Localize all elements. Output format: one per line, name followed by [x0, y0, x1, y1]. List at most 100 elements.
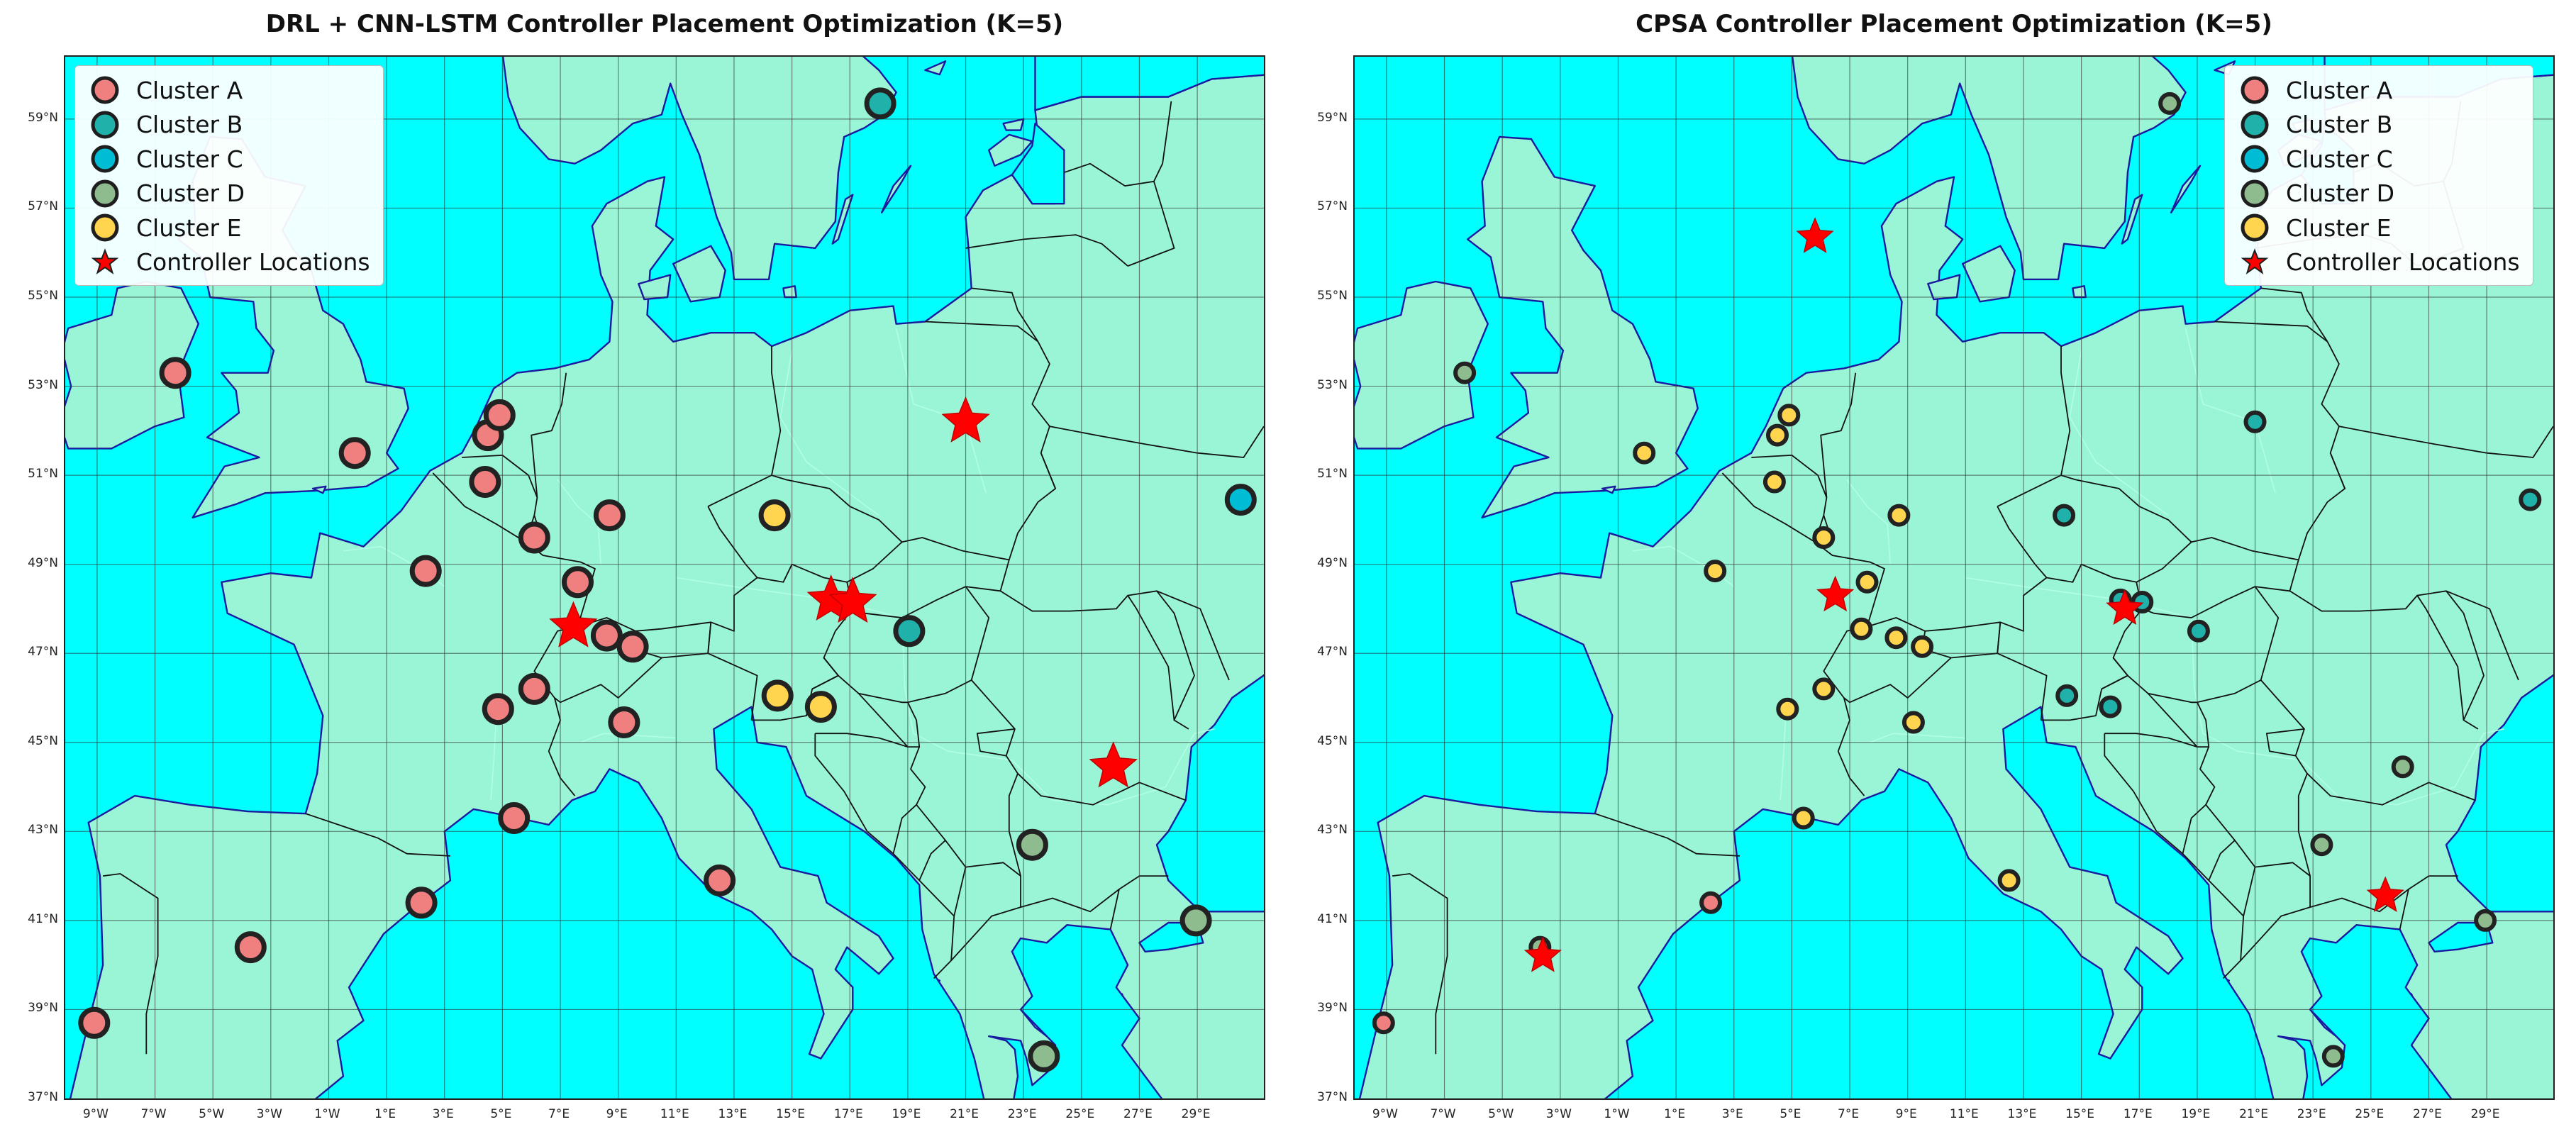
lat-tick-label: 43°N: [1317, 823, 1348, 838]
controller-star[interactable]: [941, 396, 990, 443]
lon-tick-label: 9°W: [1372, 1107, 1398, 1121]
cluster-e-node[interactable]: [804, 691, 837, 723]
country-border: [2101, 674, 2128, 690]
cluster-e-node[interactable]: [1776, 697, 1799, 721]
cluster-a-node[interactable]: [409, 555, 442, 587]
country-border: [1127, 101, 1175, 267]
lon-tick-label: 9°E: [606, 1107, 628, 1121]
cluster-a-node[interactable]: [338, 437, 371, 470]
country-border: [2329, 452, 2345, 489]
country-border: [2208, 879, 2245, 979]
map-canvas[interactable]: [64, 55, 1265, 1100]
cluster-a-node[interactable]: [469, 466, 501, 498]
cluster-b-node[interactable]: [864, 87, 896, 120]
cluster-a-node[interactable]: [498, 802, 531, 834]
cluster-a-node[interactable]: [518, 521, 550, 554]
controller-star[interactable]: [1796, 217, 1834, 253]
cluster-b-node[interactable]: [2053, 504, 2076, 527]
cluster-b-node[interactable]: [2099, 695, 2122, 718]
cluster-e-node[interactable]: [758, 499, 791, 532]
circle-marker-icon: [2235, 212, 2275, 243]
cluster-a-node[interactable]: [1699, 891, 1723, 914]
cluster-e-node[interactable]: [1766, 423, 1789, 447]
cluster-a-node[interactable]: [483, 399, 516, 431]
cluster-e-node[interactable]: [1850, 617, 1873, 640]
cluster-a-node[interactable]: [590, 619, 623, 652]
cluster-c-node[interactable]: [1224, 484, 1257, 516]
lat-tick-label: 55°N: [1317, 289, 1348, 303]
controller-star[interactable]: [1816, 575, 1855, 612]
cluster-e-node[interactable]: [761, 679, 794, 712]
cluster-d-node[interactable]: [2158, 91, 2182, 115]
lon-tick-label: 5°E: [490, 1107, 512, 1121]
cluster-a-node[interactable]: [1372, 1011, 1395, 1035]
country-border: [2243, 867, 2256, 916]
cluster-a-node[interactable]: [593, 499, 626, 532]
country-border: [462, 455, 544, 543]
cluster-a-node[interactable]: [234, 931, 267, 964]
cluster-e-node[interactable]: [1792, 806, 1815, 830]
cluster-b-node[interactable]: [2243, 410, 2267, 433]
cluster-a-node[interactable]: [608, 706, 640, 738]
lat-tick-label: 47°N: [28, 645, 58, 660]
cluster-d-node[interactable]: [1028, 1040, 1060, 1072]
cluster-d-node[interactable]: [1016, 828, 1048, 861]
country-border: [1867, 617, 1926, 632]
circle-marker-icon: [2235, 109, 2275, 140]
cluster-a-node[interactable]: [482, 693, 514, 726]
cluster-a-node[interactable]: [405, 887, 438, 919]
lon-tick-label: 27°E: [2413, 1107, 2442, 1121]
cluster-a-node[interactable]: [159, 357, 191, 389]
country-border: [2060, 346, 2071, 476]
cluster-e-node[interactable]: [1902, 711, 1925, 734]
country-border: [635, 577, 758, 632]
cluster-b-node[interactable]: [2519, 488, 2542, 511]
cluster-b-node[interactable]: [893, 615, 926, 648]
cluster-d-node[interactable]: [2321, 1045, 2345, 1068]
controller-star[interactable]: [549, 601, 598, 648]
cluster-a-node[interactable]: [78, 1006, 111, 1039]
cluster-d-node[interactable]: [2391, 755, 2414, 779]
cluster-a-node[interactable]: [518, 672, 550, 705]
cluster-b-node[interactable]: [2055, 684, 2079, 707]
landmass-oland: [831, 194, 854, 245]
cluster-a-node[interactable]: [704, 864, 736, 896]
river-line: [557, 479, 601, 565]
lon-tick-label: 9°E: [1895, 1107, 1917, 1121]
sea-black-sea: [1155, 674, 1264, 913]
lat-tick-label: 41°N: [28, 911, 58, 926]
cluster-e-node[interactable]: [1633, 441, 1656, 465]
controller-star[interactable]: [2106, 589, 2144, 626]
cluster-a-node[interactable]: [562, 566, 594, 599]
cluster-e-node[interactable]: [1762, 470, 1786, 494]
cluster-e-node[interactable]: [1855, 570, 1879, 594]
cluster-e-node[interactable]: [1911, 635, 1934, 658]
cluster-e-node[interactable]: [1812, 677, 1836, 701]
controller-star[interactable]: [828, 577, 877, 623]
controller-star[interactable]: [2366, 876, 2404, 912]
circle-marker-icon: [2235, 178, 2275, 209]
cluster-e-node[interactable]: [1777, 404, 1801, 427]
cluster-d-node[interactable]: [1179, 904, 1212, 937]
lon-tick-label: 9°W: [82, 1107, 109, 1121]
cluster-b-node[interactable]: [2187, 619, 2210, 643]
cluster-e-node[interactable]: [1812, 526, 1836, 549]
cluster-d-node[interactable]: [1453, 361, 1477, 384]
cluster-e-node[interactable]: [1704, 560, 1727, 583]
cluster-a-node[interactable]: [616, 630, 649, 663]
cluster-d-node[interactable]: [2310, 833, 2333, 857]
country-border: [2104, 733, 2158, 832]
cluster-e-node[interactable]: [1887, 504, 1911, 527]
controller-star[interactable]: [1089, 741, 1138, 788]
cluster-e-node[interactable]: [1884, 626, 1908, 650]
controller-star[interactable]: [1523, 936, 1562, 972]
lon-tick-label: 3°W: [1545, 1107, 1572, 1121]
landmass-britain: [1467, 135, 1699, 518]
river-line: [2069, 350, 2169, 516]
lon-tick-label: 3°E: [1721, 1107, 1743, 1121]
cluster-e-node[interactable]: [1997, 869, 2021, 892]
country-border: [1823, 626, 1867, 796]
lon-tick-label: 7°E: [1838, 1107, 1860, 1121]
cluster-d-node[interactable]: [2474, 909, 2497, 932]
river-line: [1780, 711, 1787, 801]
